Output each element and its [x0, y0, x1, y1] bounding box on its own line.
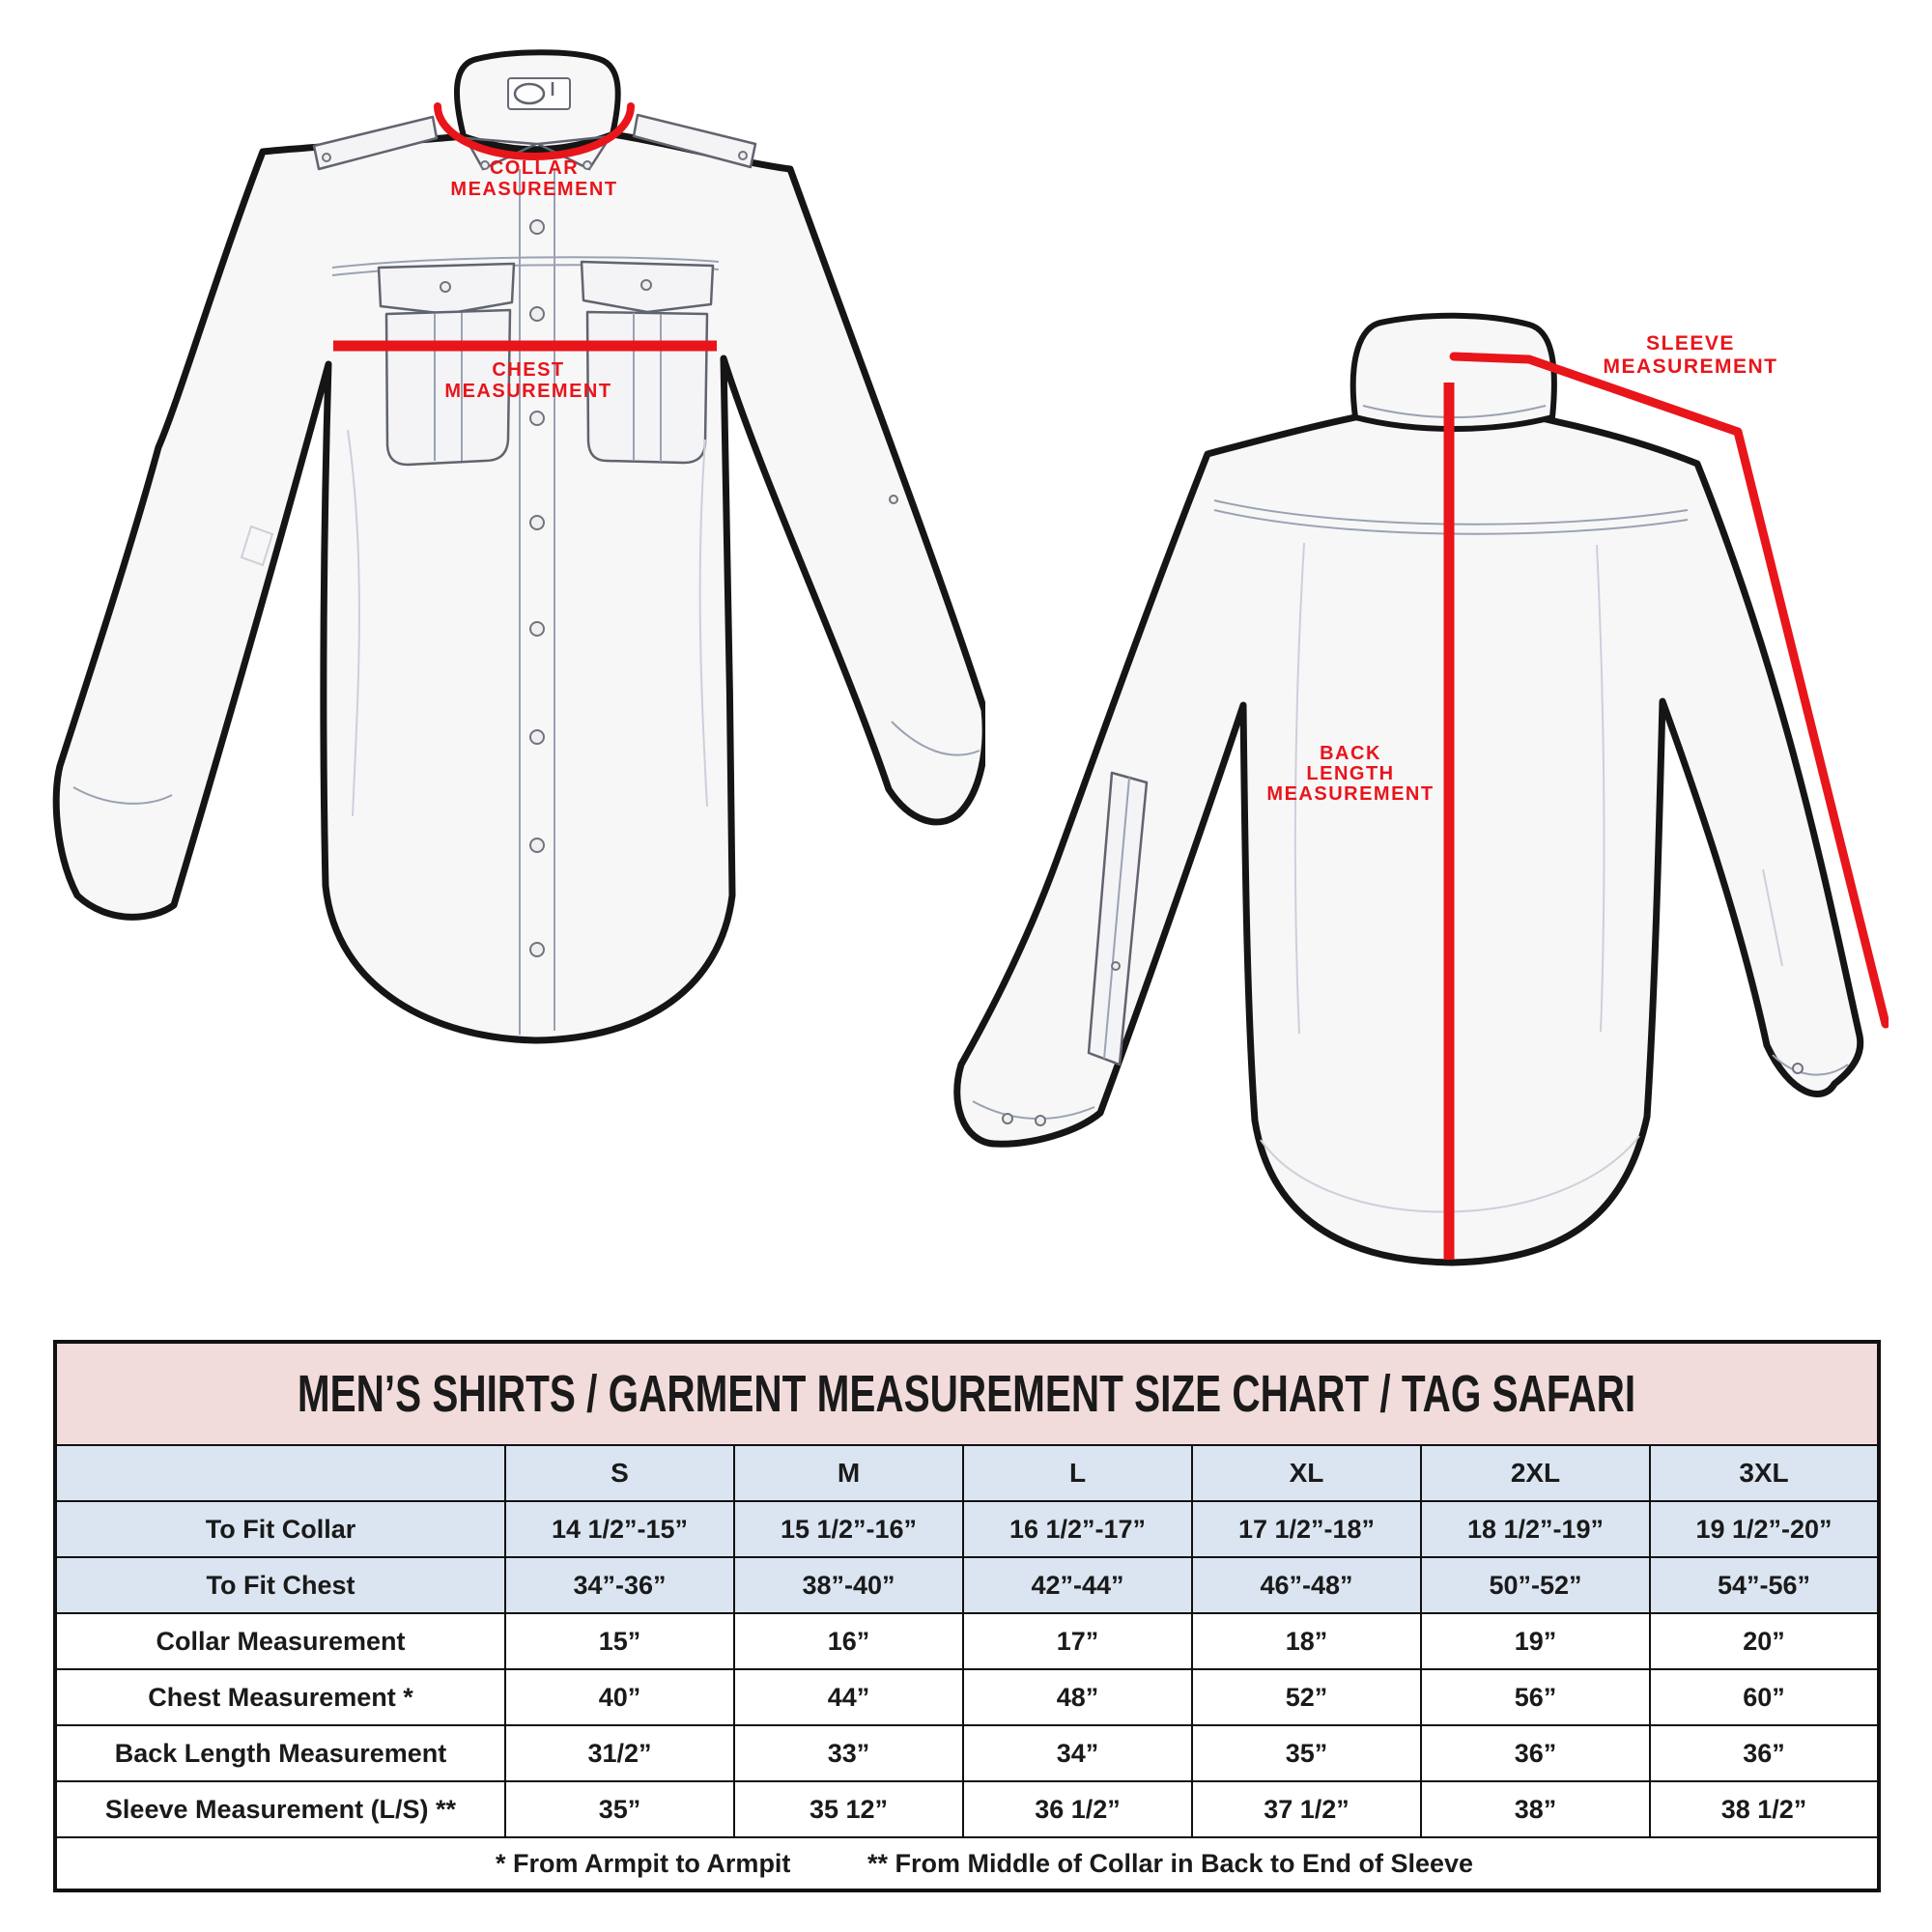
footnote-row: * From Armpit to Armpit ** From Middle o…: [54, 1836, 1880, 1891]
value-cell: 35”: [504, 1780, 735, 1838]
row-label: Sleeve Measurement (L/S) **: [54, 1780, 506, 1838]
value-cell: 20”: [1649, 1612, 1880, 1670]
collar-measurement-arc: [434, 102, 635, 160]
back-shirt-outline: [953, 312, 1864, 1266]
value-cell: 31/2”: [504, 1724, 735, 1782]
value-cell: 56”: [1420, 1668, 1651, 1726]
row-label: Collar Measurement: [54, 1612, 506, 1670]
value-cell: 33”: [733, 1724, 964, 1782]
value-cell: 38”: [1420, 1780, 1651, 1838]
sleeve-measurement-label: SLEEVE MEASUREMENT: [1603, 332, 1777, 378]
chest-measurement-label: CHEST MEASUREMENT: [444, 359, 611, 402]
row-label: Back Length Measurement: [54, 1724, 506, 1782]
value-cell: 37 1/2”: [1191, 1780, 1422, 1838]
column-header-l: L: [962, 1444, 1193, 1502]
chest-pocket-right: [580, 260, 715, 465]
column-header-m: M: [733, 1444, 964, 1502]
svg-text:MEASUREMENT: MEASUREMENT: [1266, 783, 1434, 805]
value-cell: 14 1/2”-15”: [504, 1500, 735, 1558]
svg-text:MEASUREMENT: MEASUREMENT: [444, 381, 611, 402]
epaulette-right: [632, 113, 757, 169]
footnote-armpit: * From Armpit to Armpit: [495, 1848, 791, 1878]
corner-cell: [54, 1444, 506, 1502]
footnote-cell: * From Armpit to Armpit ** From Middle o…: [54, 1836, 1880, 1891]
svg-text:BACK: BACK: [1320, 743, 1381, 764]
value-cell: 36”: [1649, 1724, 1880, 1782]
value-cell: 19”: [1420, 1612, 1651, 1670]
value-cell: 54”-56”: [1649, 1556, 1880, 1614]
row-label: To Fit Collar: [54, 1500, 506, 1558]
table-row-chest-measurement: Chest Measurement * 40” 44” 48” 52” 56” …: [54, 1668, 1880, 1726]
column-header-2xl: 2XL: [1420, 1444, 1651, 1502]
front-buttons: [529, 219, 545, 957]
sleeve-measurement-line: [1449, 352, 1889, 1029]
table-row-to-fit-collar: To Fit Collar 14 1/2”-15” 15 1/2”-16” 16…: [54, 1500, 1880, 1558]
value-cell: 36”: [1420, 1724, 1651, 1782]
value-cell: 48”: [962, 1668, 1193, 1726]
table-row-collar-measurement: Collar Measurement 15” 16” 17” 18” 19” 2…: [54, 1612, 1880, 1670]
epaulette-left: [312, 115, 439, 171]
column-header-s: S: [504, 1444, 735, 1502]
collar-measurement-label: COLLAR MEASUREMENT: [450, 157, 617, 200]
column-header-3xl: 3XL: [1649, 1444, 1880, 1502]
table-row-to-fit-chest: To Fit Chest 34”-36” 38”-40” 42”-44” 46”…: [54, 1556, 1880, 1614]
value-cell: 38”-40”: [733, 1556, 964, 1614]
value-cell: 46”-48”: [1191, 1556, 1422, 1614]
value-cell: 17”: [962, 1612, 1193, 1670]
svg-text:SLEEVE: SLEEVE: [1646, 332, 1735, 355]
svg-text:MEASUREMENT: MEASUREMENT: [1603, 355, 1777, 378]
back-collar: [1350, 312, 1557, 432]
back-length-measurement-label: BACK LENGTH MEASUREMENT: [1266, 743, 1434, 805]
sleeve-placket: [1087, 771, 1149, 1066]
value-cell: 36 1/2”: [962, 1780, 1193, 1838]
back-shirt-illustration: SLEEVE MEASUREMENT BACK LENGTH MEASUREME…: [953, 312, 1889, 1266]
column-header-xl: XL: [1191, 1444, 1422, 1502]
svg-text:COLLAR: COLLAR: [490, 157, 579, 179]
chart-title: MEN’S SHIRTS / GARMENT MEASUREMENT SIZE …: [298, 1365, 1636, 1423]
svg-text:MEASUREMENT: MEASUREMENT: [450, 179, 617, 200]
row-label: To Fit Chest: [54, 1556, 506, 1614]
value-cell: 44”: [733, 1668, 964, 1726]
value-cell: 16 1/2”-17”: [962, 1500, 1193, 1558]
value-cell: 15 1/2”-16”: [733, 1500, 964, 1558]
footnote-sleeve: ** From Middle of Collar in Back to End …: [867, 1848, 1474, 1878]
value-cell: 18”: [1191, 1612, 1422, 1670]
value-cell: 34”-36”: [504, 1556, 735, 1614]
size-header-row: S M L XL 2XL 3XL: [54, 1444, 1880, 1502]
collar-tag: [507, 77, 571, 110]
value-cell: 18 1/2”-19”: [1420, 1500, 1651, 1558]
value-cell: 17 1/2”-18”: [1191, 1500, 1422, 1558]
value-cell: 15”: [504, 1612, 735, 1670]
value-cell: 35 12”: [733, 1780, 964, 1838]
value-cell: 19 1/2”-20”: [1649, 1500, 1880, 1558]
value-cell: 42”-44”: [962, 1556, 1193, 1614]
table-row-back-length-measurement: Back Length Measurement 31/2” 33” 34” 35…: [54, 1724, 1880, 1782]
value-cell: 34”: [962, 1724, 1193, 1782]
row-label: Chest Measurement *: [54, 1668, 506, 1726]
value-cell: 38 1/2”: [1649, 1780, 1880, 1838]
title-cell: MEN’S SHIRTS / GARMENT MEASUREMENT SIZE …: [54, 1341, 1880, 1446]
size-chart-table: MEN’S SHIRTS / GARMENT MEASUREMENT SIZE …: [53, 1340, 1881, 1892]
table-row-sleeve-measurement: Sleeve Measurement (L/S) ** 35” 35 12” 3…: [54, 1780, 1880, 1838]
front-shirt-illustration: COLLAR MEASUREMENT CHEST MEASUREMENT: [52, 49, 985, 1044]
front-shirt-outline: [52, 49, 985, 1044]
value-cell: 60”: [1649, 1668, 1880, 1726]
value-cell: 40”: [504, 1668, 735, 1726]
value-cell: 16”: [733, 1612, 964, 1670]
svg-text:CHEST: CHEST: [492, 359, 564, 381]
value-cell: 35”: [1191, 1724, 1422, 1782]
svg-text:LENGTH: LENGTH: [1306, 763, 1394, 784]
value-cell: 52”: [1191, 1668, 1422, 1726]
value-cell: 50”-52”: [1420, 1556, 1651, 1614]
title-row: MEN’S SHIRTS / GARMENT MEASUREMENT SIZE …: [54, 1341, 1880, 1446]
